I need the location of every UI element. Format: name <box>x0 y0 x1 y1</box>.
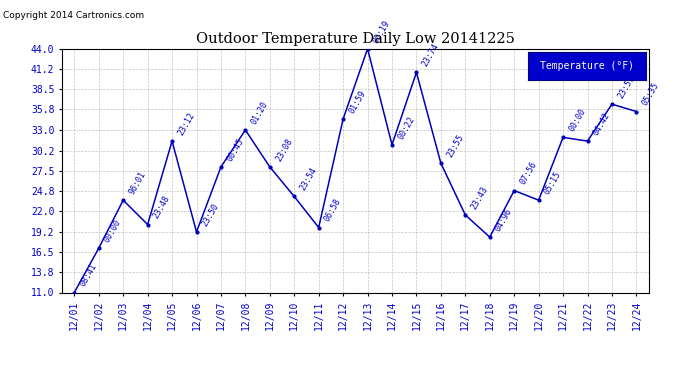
Text: 08:41: 08:41 <box>79 262 99 288</box>
Text: 23:12: 23:12 <box>176 111 197 137</box>
Text: 23:59: 23:59 <box>616 74 636 100</box>
Text: 04:42: 04:42 <box>591 111 612 137</box>
Text: Copyright 2014 Cartronics.com: Copyright 2014 Cartronics.com <box>3 11 145 20</box>
Text: 00:45: 00:45 <box>225 136 246 163</box>
Text: 00:00: 00:00 <box>567 107 587 133</box>
Text: 01:20: 01:20 <box>250 100 270 126</box>
Text: 96:01: 96:01 <box>128 170 148 196</box>
Text: 23:43: 23:43 <box>469 184 490 211</box>
Text: 23:74: 23:74 <box>421 42 441 68</box>
Text: 23:54: 23:54 <box>298 166 319 192</box>
Title: Outdoor Temperature Daily Low 20141225: Outdoor Temperature Daily Low 20141225 <box>196 32 515 46</box>
Text: 05:15: 05:15 <box>543 170 563 196</box>
Text: 23:48: 23:48 <box>152 194 172 220</box>
Text: 00:19: 00:19 <box>372 18 392 45</box>
Text: 06:58: 06:58 <box>323 197 343 223</box>
Text: 01:59: 01:59 <box>347 88 368 115</box>
Text: 23:08: 23:08 <box>274 136 294 163</box>
Text: 07:56: 07:56 <box>518 160 539 186</box>
Text: 05:35: 05:35 <box>640 81 661 107</box>
Text: 04:96: 04:96 <box>494 207 514 233</box>
Text: 23:50: 23:50 <box>201 202 221 228</box>
Text: 00:00: 00:00 <box>103 218 124 244</box>
Text: 23:55: 23:55 <box>445 133 465 159</box>
Text: 00:22: 00:22 <box>396 114 417 141</box>
